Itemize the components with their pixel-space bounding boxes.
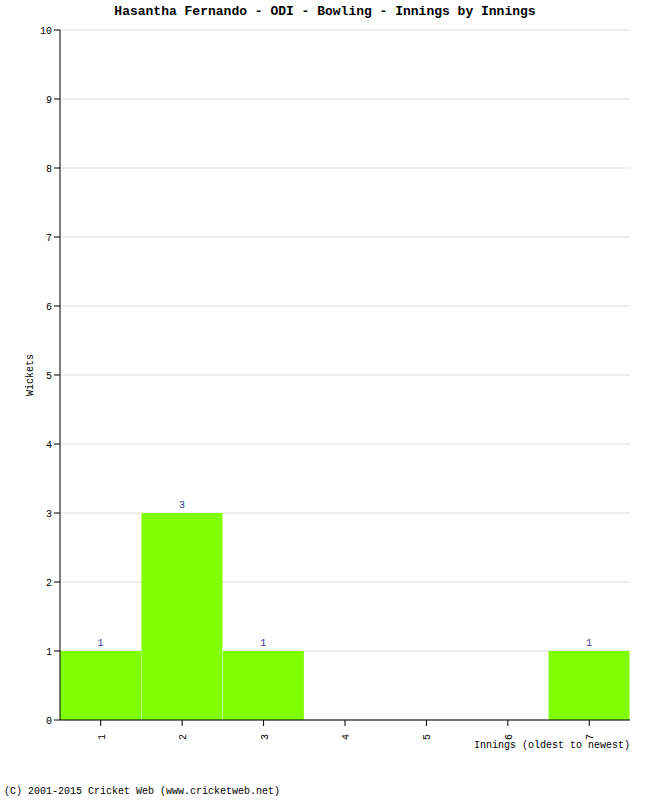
svg-text:7: 7 — [46, 233, 52, 244]
svg-text:1: 1 — [97, 638, 103, 649]
svg-text:4: 4 — [46, 440, 52, 451]
html-text:Wickets: Wickets — [24, 354, 36, 396]
svg-text:1: 1 — [260, 638, 266, 649]
svg-text:3: 3 — [260, 734, 271, 740]
svg-text:4: 4 — [341, 734, 352, 740]
svg-text:0: 0 — [46, 716, 52, 727]
svg-text:1: 1 — [97, 734, 108, 740]
svg-text:10: 10 — [40, 26, 52, 37]
svg-text:5: 5 — [46, 371, 52, 382]
svg-text:7: 7 — [585, 734, 596, 740]
html-text:(C) 2001-2015 Cricket Web (www: (C) 2001-2015 Cricket Web (www.cricketwe… — [4, 786, 280, 797]
svg-text:1: 1 — [586, 638, 592, 649]
svg-text:9: 9 — [46, 95, 52, 106]
svg-text:3: 3 — [46, 509, 52, 520]
svg-text:5: 5 — [422, 734, 433, 740]
svg-text:8: 8 — [46, 164, 52, 175]
svg-text:6: 6 — [504, 734, 515, 740]
html-text:Innings (oldest to newest): Innings (oldest to newest) — [474, 740, 630, 751]
svg-text:2: 2 — [178, 734, 189, 740]
svg-text:3: 3 — [179, 500, 185, 511]
svg-text:2: 2 — [46, 578, 52, 589]
html-text:Hasantha Fernando - ODI - Bowl: Hasantha Fernando - ODI - Bowling - Inni… — [114, 4, 536, 19]
svg-text:1: 1 — [46, 647, 52, 658]
svg-text:6: 6 — [46, 302, 52, 313]
